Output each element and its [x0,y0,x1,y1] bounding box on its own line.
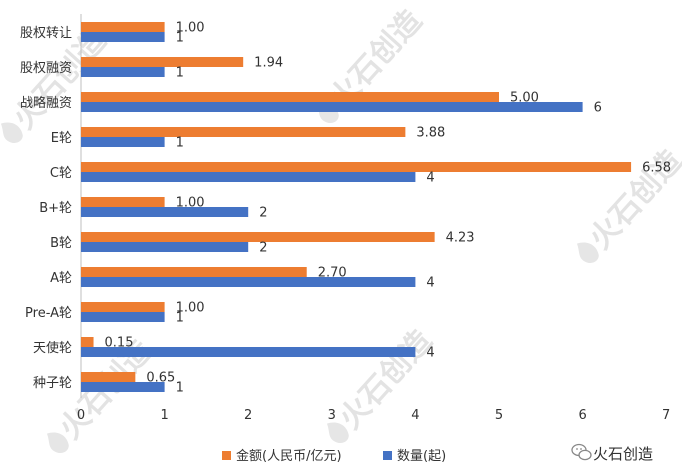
x-tick-label: 3 [328,408,336,423]
flame-icon [0,122,23,144]
category-label: 种子轮 [33,376,72,391]
bar-amount [81,232,435,242]
bar-amount [81,197,165,207]
category-label: Pre-A轮 [25,306,72,321]
bar-amount [81,267,307,277]
bar-amount [81,162,632,172]
bar-count [81,382,165,392]
bar-amount [81,302,165,312]
data-label-count: 4 [426,171,434,186]
category-label: 天使轮 [33,340,72,356]
bar-amount [81,22,165,32]
brand-mark: 火石创造 [571,443,653,463]
flame-icon [46,432,69,454]
data-label-amount: 0.65 [146,371,175,386]
watermark: 火石创造 [326,324,439,444]
data-label-count: 1 [176,31,184,46]
legend-swatch-amount [222,451,231,460]
bar-amount [81,337,94,347]
x-tick-label: 6 [578,408,586,423]
bar-count [81,207,249,217]
category-label: 股权融资 [20,60,72,76]
category-label: C轮 [50,166,72,181]
bar-count [81,172,416,182]
watermark-text: 火石创造 [333,324,439,437]
data-label-amount: 5.00 [510,91,539,106]
value-labels: 1.0011.9415.0063.8816.5841.0024.2322.704… [105,21,672,396]
category-label: E轮 [51,131,72,146]
data-label-count: 2 [259,206,267,221]
x-tick-label: 5 [495,408,503,423]
data-label-amount: 4.23 [446,231,475,246]
category-label: 股权转让 [20,25,72,41]
bar-amount [81,92,499,102]
x-tick-label: 7 [662,408,670,423]
bar-count [81,32,165,42]
category-label: B轮 [50,236,72,251]
data-label-amount: 3.88 [416,126,445,141]
data-label-count: 4 [426,346,434,361]
x-axis-ticks: 0 1 2 3 4 5 6 7 [77,408,670,423]
flame-icon [576,242,599,264]
bars-layer [81,22,632,392]
data-label-amount: 2.70 [318,266,347,281]
legend-label-amount: 金额(人民币/亿元) [236,448,342,464]
category-label: A轮 [50,271,72,286]
data-label-count: 2 [259,241,267,256]
x-tick-label: 0 [77,408,85,423]
bar-amount [81,127,406,137]
legend-label-count: 数量(起) [397,449,446,464]
flame-icon [326,422,349,444]
x-tick-label: 4 [411,408,419,423]
data-label-amount: 6.58 [642,161,671,176]
data-label-count: 1 [176,66,184,81]
category-label: 战略融资 [20,95,72,111]
x-tick-label: 2 [244,408,252,423]
data-label-amount: 1.00 [176,21,205,36]
data-label-amount: 1.94 [254,56,283,71]
legend: 金额(人民币/亿元) 数量(起) [222,448,446,464]
data-label-count: 4 [426,276,434,291]
bar-count [81,347,416,357]
data-label-amount: 1.00 [176,301,205,316]
bar-count [81,312,165,322]
bar-amount [81,372,136,382]
data-label-amount: 0.15 [105,336,134,351]
data-label-amount: 1.00 [176,196,205,211]
bar-amount [81,57,244,67]
brand-text: 火石创造 [593,445,653,463]
bar-count [81,277,416,287]
data-label-count: 1 [176,311,184,326]
bar-count [81,137,165,147]
bar-count [81,242,249,252]
bar-count [81,102,583,112]
data-label-count: 1 [176,381,184,396]
x-tick-label: 1 [160,408,168,423]
watermark: 火石创造 [316,4,429,124]
legend-swatch-count [383,451,392,460]
data-label-count: 6 [594,101,602,116]
data-label-count: 1 [176,136,184,151]
category-label: B+轮 [39,201,72,216]
bar-count [81,67,165,77]
wechat-icon [571,443,592,461]
